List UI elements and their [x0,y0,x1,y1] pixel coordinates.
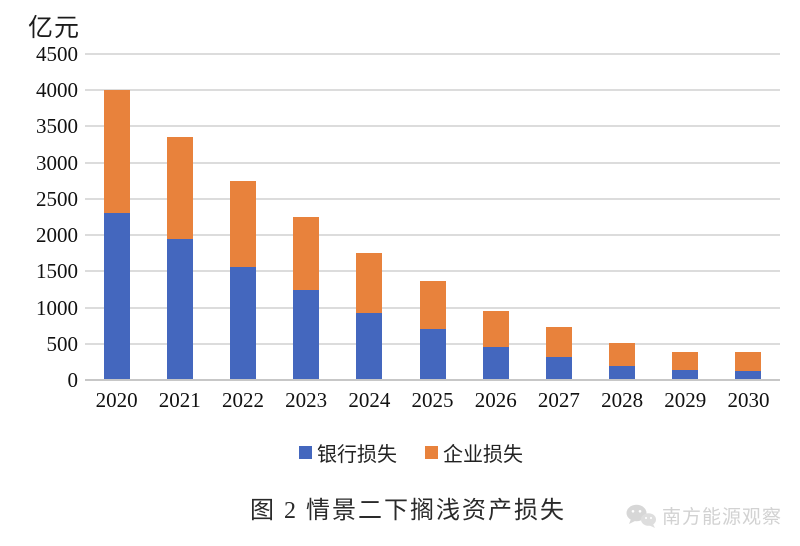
bar-segment-企业损失 [482,310,509,348]
x-tick-label: 2024 [348,388,391,412]
legend-swatch [299,446,312,459]
bar-2027 [545,327,572,380]
y-tick-label: 500 [46,331,79,356]
bar-slot-2028 [591,54,654,380]
bar-segment-企业损失 [735,351,762,371]
bar-slot-2025 [401,54,464,380]
x-tick-label: 2026 [474,388,517,412]
legend-item-银行损失: 银行损失 [299,438,397,467]
bar-segment-企业损失 [672,351,699,370]
bar-segment-银行损失 [735,370,762,380]
x-tick-label: 2021 [158,388,201,412]
bar-segment-企业损失 [419,280,446,330]
x-tick-label: 2027 [537,388,580,412]
bar-slot-2024 [338,54,401,380]
bar-segment-企业损失 [545,327,572,357]
wechat-bubbles-icon [626,504,656,528]
x-tick-label: 2022 [221,388,264,412]
bar-segment-企业损失 [166,137,193,239]
bar-slot-2021 [148,54,211,380]
bar-2028 [609,343,636,380]
y-tick-label: 4500 [36,42,78,66]
bar-slot-2029 [654,54,717,380]
bar-segment-银行损失 [545,356,572,380]
bar-2030 [735,351,762,380]
gridline [85,161,780,164]
bar-slot-2026 [464,54,527,380]
legend: 银行损失 企业损失 [0,438,800,467]
plot-area [85,53,780,381]
bar-2021 [166,137,193,380]
bar-segment-企业损失 [229,180,256,267]
x-axis-line [85,379,780,381]
bar-segment-企业损失 [356,252,383,313]
bar-segment-银行损失 [609,365,636,380]
y-axis-unit-label: 亿元 [28,14,81,42]
gridline [85,53,780,55]
bar-slot-2030 [717,54,780,380]
watermark-text: 南方能源观察 [661,507,782,528]
bar-segment-银行损失 [166,238,193,380]
bar-2024 [356,252,383,380]
x-tick-label: 2025 [411,388,454,412]
figure-caption: 图 2 情景二下搁浅资产损失 [250,498,566,524]
y-tick-label: 1500 [36,259,78,284]
y-tick-label: 2000 [36,223,78,248]
legend-label: 银行损失 [317,444,397,466]
y-axis-tick-labels: 0 500 1000 1500 2000 2500 3000 3500 4000 4500 [0,0,78,420]
bar-segment-银行损失 [482,347,509,380]
gridline [85,125,780,128]
bar-segment-银行损失 [419,329,446,380]
y-tick-label: 0 [67,368,79,392]
bar-2026 [482,310,509,380]
gridline [85,89,780,92]
x-tick-label: 2023 [285,388,328,412]
x-tick-label: 2028 [601,388,644,412]
bar-slot-2020 [85,54,148,380]
bar-slot-2022 [211,54,274,380]
bar-2025 [419,280,446,380]
bar-2029 [672,351,699,380]
x-tick-label: 2029 [664,388,707,412]
y-tick-label: 1000 [36,295,78,320]
bar-segment-银行损失 [229,267,256,380]
y-tick-label: 2500 [36,186,78,211]
bar-2020 [103,90,130,380]
bar-segment-企业损失 [609,343,636,366]
y-tick-label: 4000 [36,78,78,103]
bar-segment-银行损失 [672,369,699,380]
bar-segment-企业损失 [103,90,130,214]
legend-label: 企业损失 [443,444,523,466]
legend-item-企业损失: 企业损失 [425,438,523,467]
bar-2023 [293,217,320,380]
bar-segment-银行损失 [293,290,320,380]
bars-container [85,54,780,380]
bar-slot-2027 [527,54,590,380]
bar-segment-银行损失 [103,213,130,380]
x-tick-label: 2020 [95,388,138,412]
gridline [85,234,780,237]
x-axis-tick-labels: 2020 2021 2022 2023 2024 2025 2026 2027 2028 2029… [85,388,780,413]
y-tick-label: 3000 [36,150,78,175]
y-tick-label: 3500 [36,114,78,139]
bar-segment-银行损失 [356,312,383,380]
gridline [85,270,780,273]
x-tick-label: 2030 [727,388,770,412]
bar-2022 [229,180,256,380]
watermark: 南方能源观察 [625,502,782,529]
gridline [85,197,780,200]
legend-swatch [425,446,438,459]
bar-slot-2023 [275,54,338,380]
bar-segment-企业损失 [293,217,320,291]
